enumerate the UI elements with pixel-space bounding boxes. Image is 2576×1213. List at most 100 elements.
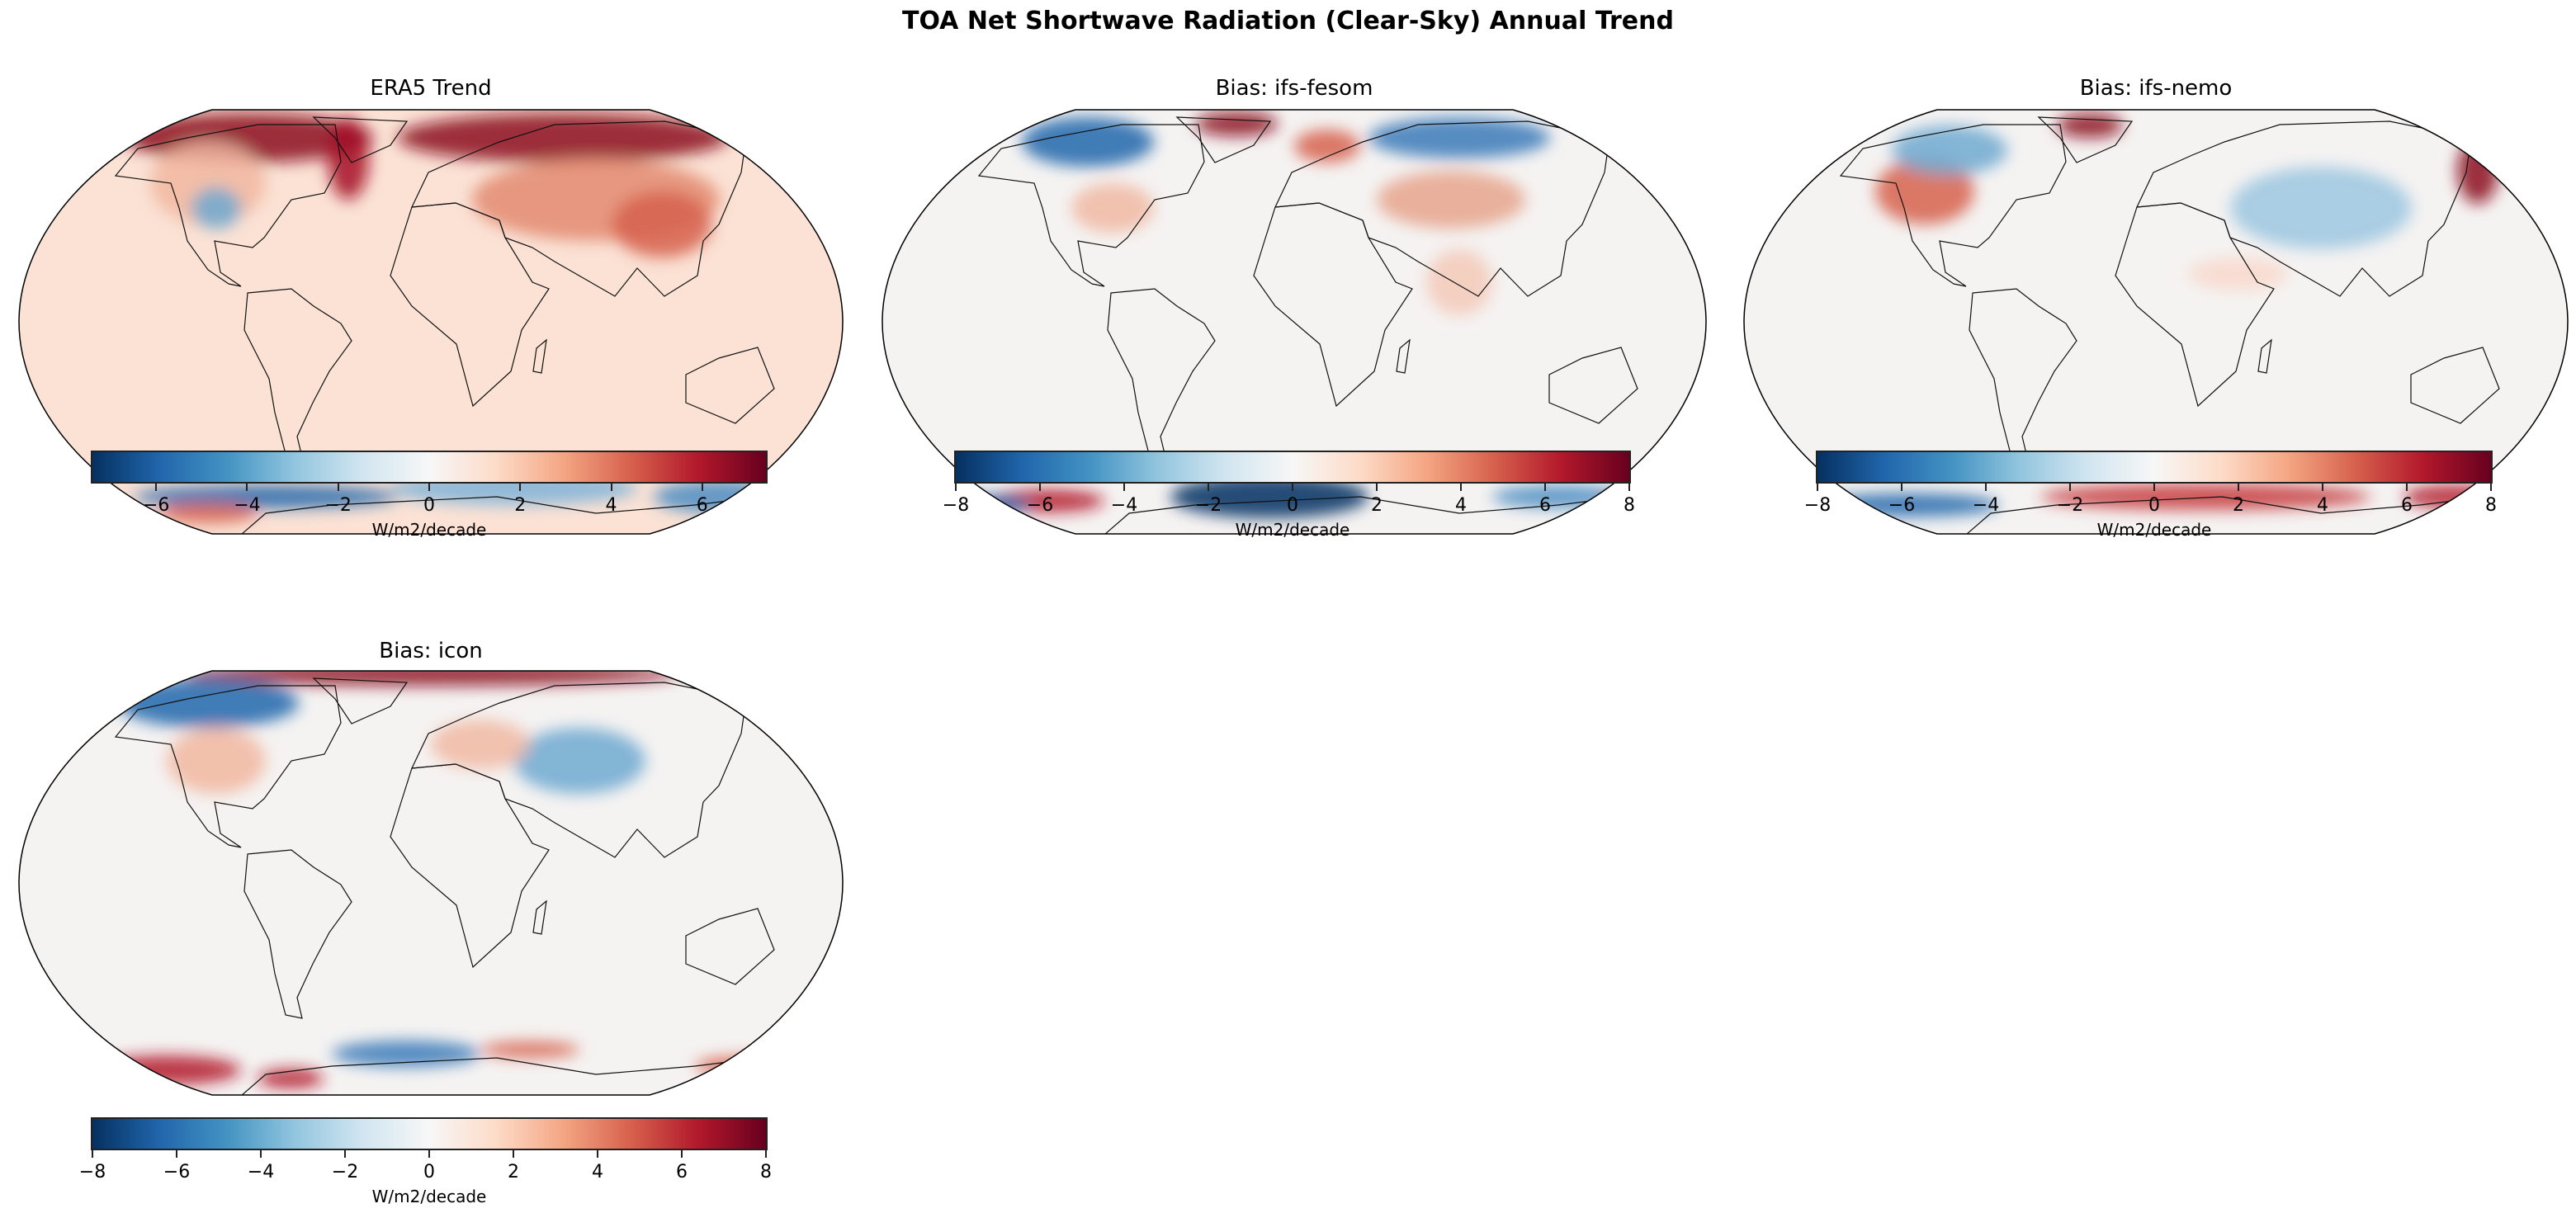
colorbar-tick-label: 4 — [605, 495, 617, 516]
map-bias-icon — [18, 670, 844, 1096]
trend-anomaly-region — [1377, 171, 1525, 229]
colorbar: −8 −6 −4 −2 0 2 4 6 8 — [79, 1117, 772, 1182]
colorbar-tick-label: 8 — [760, 1162, 772, 1182]
colorbar-tick — [2490, 484, 2492, 491]
colorbar-tick — [2406, 484, 2408, 491]
trend-anomaly-region — [431, 720, 530, 769]
colorbar-tick-label: −6 — [142, 495, 170, 516]
colorbar-tick-label: 2 — [514, 495, 527, 516]
colorbar-tick — [1376, 484, 1378, 491]
trend-anomaly-region — [695, 1056, 794, 1076]
trend-anomaly-region — [1892, 125, 2007, 175]
colorbar-tick — [155, 484, 158, 491]
colorbar-tick — [92, 1150, 93, 1158]
trend-anomaly-region — [612, 191, 711, 257]
trend-anomaly-region — [191, 187, 241, 229]
colorbar-tick — [513, 1150, 514, 1158]
colorbar-tick — [246, 484, 248, 491]
colorbar-tick — [1292, 484, 1293, 491]
colorbar-tick-label: 4 — [2317, 495, 2328, 516]
trend-anomaly-region — [167, 728, 266, 794]
panel-title: Bias: ifs-fesom — [1215, 76, 1373, 101]
colorbar-tick-label: −4 — [1110, 495, 1138, 516]
colorbar-tick — [955, 484, 957, 491]
colorbar-tick-label: −4 — [1972, 495, 2000, 516]
colorbar-tick — [1901, 484, 1902, 491]
colorbar-tick — [260, 1150, 262, 1158]
trend-anomaly-region — [2040, 484, 2370, 510]
colorbar-label: W/m2/decade — [371, 520, 487, 540]
colorbar-tick-label: −6 — [1888, 495, 1916, 516]
colorbar-tick — [2238, 484, 2239, 491]
colorbar: −8 −6 −4 −2 0 2 4 6 8 — [1804, 451, 2497, 516]
colorbar-tick-label: −6 — [163, 1162, 191, 1182]
colorbar-tick-label: 0 — [2148, 495, 2160, 516]
map-outline — [18, 109, 844, 535]
colorbar-tick-label: 0 — [423, 1162, 435, 1182]
colorbar-tick-label: −8 — [1803, 495, 1832, 516]
colorbar-tick — [1460, 484, 1462, 491]
trend-anomaly-region — [513, 728, 645, 794]
colorbar: −6 −4 −2 0 2 4 6 — [91, 451, 768, 516]
colorbar-tick — [1123, 484, 1125, 491]
trend-anomaly-region — [158, 503, 258, 523]
colorbar-tick — [610, 484, 612, 491]
colorbar-tick-label: 8 — [1624, 495, 1635, 516]
colorbar-tick-label: −8 — [942, 495, 970, 516]
colorbar-tick — [2322, 484, 2323, 491]
map-outline — [882, 109, 1707, 535]
colorbar-tick-label: −8 — [78, 1162, 106, 1182]
colorbar-tick — [701, 484, 703, 491]
map-outline — [18, 670, 844, 1096]
trend-anomaly-region — [1368, 117, 1550, 158]
panel-title: ERA5 Trend — [370, 76, 492, 101]
trend-anomaly-region — [2457, 138, 2498, 204]
trend-anomaly-region — [1294, 130, 1360, 163]
colorbar-tick-label: −4 — [247, 1162, 275, 1182]
colorbar-tick-label: −2 — [1194, 495, 1222, 516]
map-era5-trend — [18, 109, 844, 535]
colorbar-tick-label: 0 — [423, 495, 435, 516]
colorbar-tick-label: 6 — [676, 1162, 688, 1182]
colorbar-tick — [681, 1150, 683, 1158]
trend-anomaly-region — [332, 1041, 480, 1067]
map-outline — [1743, 109, 2569, 535]
colorbar-tick — [1544, 484, 1546, 491]
colorbar-tick-label: −2 — [324, 495, 352, 516]
colorbar-tick-label: 2 — [2233, 495, 2244, 516]
colorbar-tick-label: 8 — [2485, 495, 2497, 516]
colorbar-tick — [765, 1150, 767, 1158]
trend-anomaly-region — [480, 1041, 579, 1058]
trend-anomaly-region — [1426, 249, 1492, 315]
trend-anomaly-region — [134, 485, 398, 508]
colorbar-tick — [428, 484, 430, 491]
colorbar-tick — [1985, 484, 1987, 491]
trend-anomaly-region — [2057, 113, 2123, 138]
colorbar-label: W/m2/decade — [371, 1187, 487, 1206]
colorbar: −8 −6 −4 −2 0 2 4 6 8 — [943, 451, 1635, 516]
colorbar-tick — [597, 1150, 598, 1158]
colorbar-tick — [176, 1150, 177, 1158]
colorbar-tick-label: −2 — [2056, 495, 2084, 516]
colorbar-tick-label: 2 — [508, 1162, 519, 1182]
trend-anomaly-region — [117, 678, 299, 728]
colorbar-tick — [1039, 484, 1041, 491]
colorbar-tick — [1628, 484, 1630, 491]
colorbar-tick-label: 2 — [1371, 495, 1383, 516]
colorbar-tick-label: 4 — [592, 1162, 603, 1182]
trend-anomaly-region — [1170, 475, 1368, 518]
trend-anomaly-region — [2230, 167, 2412, 249]
panel-title: Bias: ifs-nemo — [2079, 76, 2233, 101]
colorbar-tick — [344, 1150, 346, 1158]
trend-anomaly-region — [92, 1055, 241, 1085]
colorbar-tick — [428, 1150, 430, 1158]
colorbar-tick-label: −2 — [331, 1162, 359, 1182]
trend-anomaly-region — [2189, 257, 2288, 290]
colorbar-tick — [2069, 484, 2071, 491]
colorbar-tick-label: 6 — [2401, 495, 2413, 516]
colorbar-tick — [2153, 484, 2155, 491]
colorbar-tick-label: 0 — [1287, 495, 1298, 516]
trend-anomaly-region — [1195, 111, 1278, 136]
colorbar-tick-label: 4 — [1455, 495, 1467, 516]
colorbar-tick — [337, 484, 339, 491]
